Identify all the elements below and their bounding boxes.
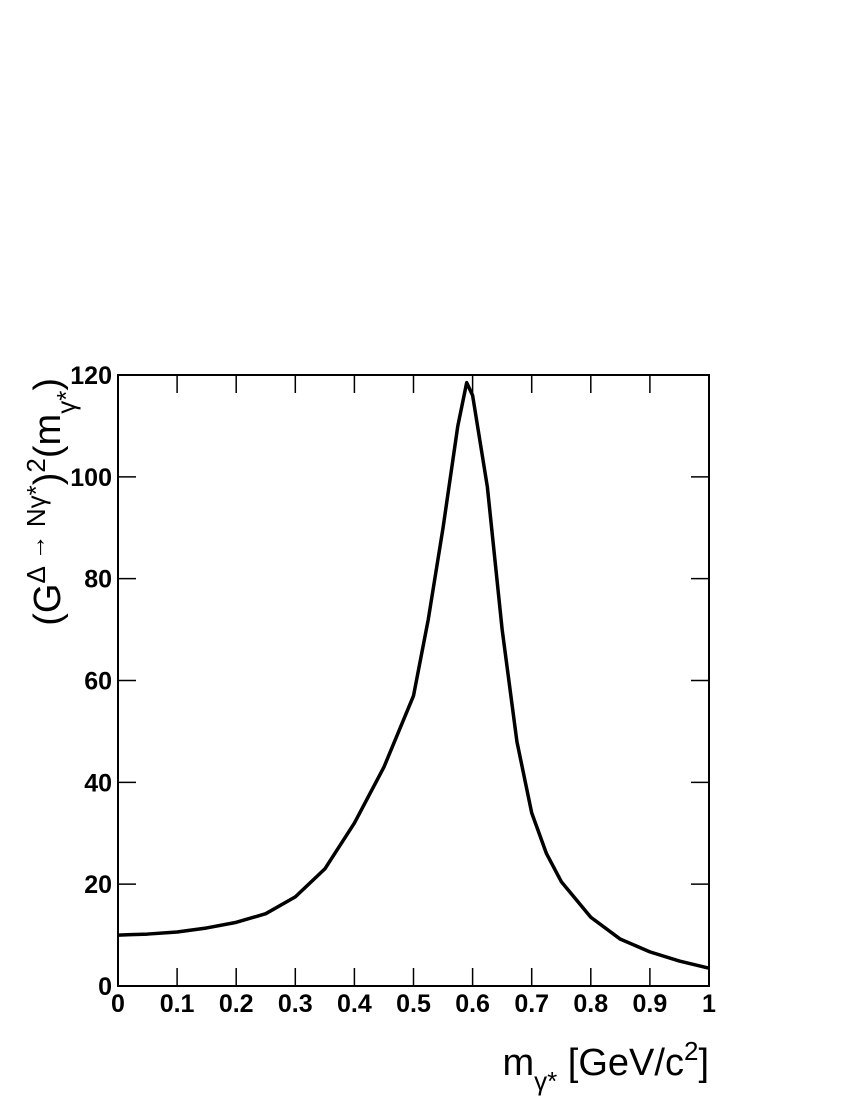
x-tick-label: 1 [702,990,716,1018]
x-tick-label: 0.8 [573,990,608,1018]
label-part: ) [27,378,69,391]
x-tick-label: 0.4 [337,990,372,1018]
label-part: 2 [684,1036,698,1066]
y-tick-label: 120 [70,362,112,390]
x-label: mγ* [GeV/c2] [502,1036,709,1096]
label-part: 2 [21,458,51,472]
x-tick-label: 0.5 [396,990,431,1018]
label-part: (G [27,584,69,626]
y-tick-label: 0 [98,973,112,1001]
plot-frame [117,374,710,987]
label-part: ) [27,473,69,486]
x-tick-label: 0 [111,990,125,1018]
y-tick-label: 100 [70,464,112,492]
x-tick-label: 0.6 [455,990,490,1018]
y-tick-label: 40 [84,769,112,797]
y-tick-label: 60 [84,668,112,696]
y-tick-label: 20 [84,871,112,899]
label-part: [GeV/c [557,1042,684,1084]
x-tick-label: 0.3 [278,990,313,1018]
label-part: ] [698,1042,709,1084]
x-tick-label: 0.2 [219,990,254,1018]
x-tick-label: 0.1 [160,990,195,1018]
label-part: γ* [51,391,81,414]
label-part: Δ → Nγ* [21,485,51,583]
label-part: γ* [534,1066,557,1096]
curve [117,380,710,970]
y-tick-label: 80 [84,566,112,594]
y-label: (GΔ → Nγ*)2(mγ*) [21,378,81,626]
label-part: (m [27,414,69,458]
x-tick-label: 0.7 [514,990,549,1018]
label-part: m [502,1042,534,1084]
x-tick-label: 0.9 [633,990,668,1018]
